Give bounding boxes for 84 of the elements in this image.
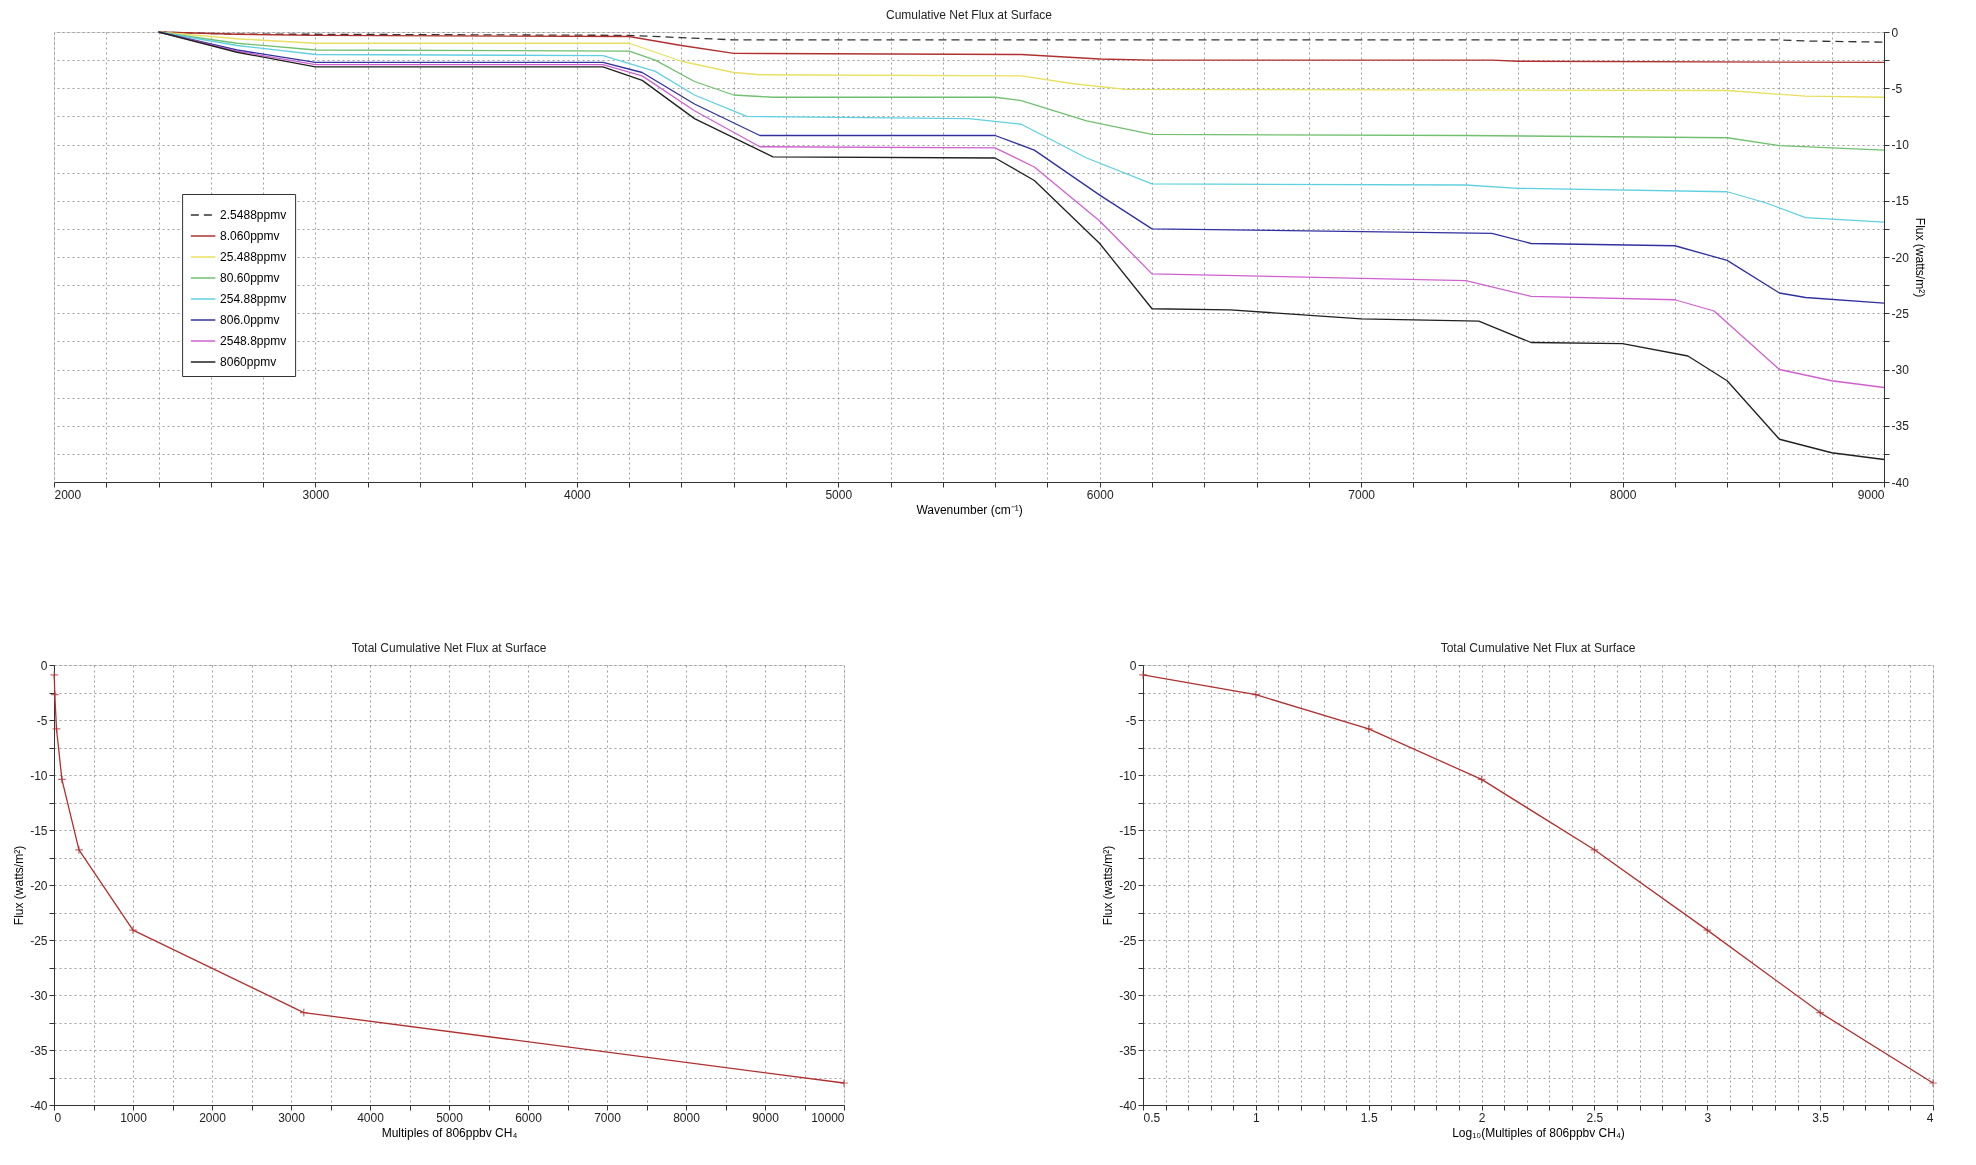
point xyxy=(1702,925,1712,935)
line-series xyxy=(157,31,1885,461)
y-tick-label: -20 xyxy=(30,878,48,893)
x-tick-label: 3000 xyxy=(302,487,330,502)
point xyxy=(1138,670,1148,680)
x-axis-title: Wavenumber (cm⁻¹) xyxy=(916,502,1023,517)
legend-label: 25.488ppmv xyxy=(220,250,287,264)
legend-label: 8060ppmv xyxy=(220,355,277,369)
point xyxy=(74,845,84,855)
y2-tick-label: -30 xyxy=(1891,363,1910,377)
x-tick-label: 3 xyxy=(1704,1110,1712,1125)
x-tick-label: 6000 xyxy=(515,1110,543,1125)
x-tick-label: 7000 xyxy=(594,1110,622,1125)
point xyxy=(49,670,59,680)
y2-tick-label: -20 xyxy=(1891,250,1910,265)
chart-title: Total Cumulative Net Flux at Surface xyxy=(351,641,547,655)
legend-label: 2548.8ppmv xyxy=(220,334,287,348)
x-tick-label: 2000 xyxy=(54,487,82,502)
y-tick-label: -40 xyxy=(30,1098,48,1113)
x-tick-label: 2 xyxy=(1478,1110,1486,1125)
point xyxy=(839,1078,849,1088)
x-tick-label: 1000 xyxy=(120,1110,148,1125)
y-tick-label: -35 xyxy=(30,1043,48,1058)
y-axis-title: Flux (watts/m²) xyxy=(12,845,27,926)
x-tick-label: 9000 xyxy=(1857,487,1885,502)
y-tick-label: -25 xyxy=(30,933,48,948)
y2-tick-label: 0 xyxy=(1891,25,1899,40)
chart-title: Total Cumulative Net Flux at Surface xyxy=(1440,641,1636,655)
y-tick-label: -35 xyxy=(1119,1043,1137,1058)
line-series xyxy=(157,31,1885,151)
x-tick-label: 5000 xyxy=(436,1110,464,1125)
x-tick-label: 0 xyxy=(54,1110,62,1125)
point xyxy=(1251,690,1261,700)
legend-label: 254.88ppmv xyxy=(220,292,287,306)
x-tick-label: 0.5 xyxy=(1143,1110,1161,1125)
x-tick-label: 2.5 xyxy=(1586,1110,1604,1125)
y-tick-label: -10 xyxy=(1119,768,1137,783)
y-axis-title: Flux (watts/m²) xyxy=(1101,845,1116,926)
y-tick-label: -15 xyxy=(1119,823,1137,838)
y-tick-label: -10 xyxy=(30,768,48,783)
x-tick-label: 1.5 xyxy=(1360,1110,1378,1125)
y-tick-label: -5 xyxy=(36,713,48,728)
x-tick-label: 7000 xyxy=(1348,487,1376,502)
x-tick-label: 2000 xyxy=(199,1110,227,1125)
x-tick-label: 3.5 xyxy=(1812,1110,1830,1125)
x-tick-label: 4000 xyxy=(357,1110,385,1125)
y-tick-label: -25 xyxy=(1119,933,1137,948)
chart-title: Cumulative Net Flux at Surface xyxy=(885,8,1053,22)
y2-tick-label: -5 xyxy=(1891,81,1903,96)
x-axis-title: Multiples of 806ppbv CH₄ xyxy=(381,1125,518,1140)
y-tick-label: 0 xyxy=(1129,658,1137,673)
x-tick-label: 8000 xyxy=(673,1110,701,1125)
y2-tick-label: -10 xyxy=(1891,138,1910,152)
legend-label: 8.060ppmv xyxy=(220,229,280,243)
y2-axis-title: Flux (watts/m²) xyxy=(1912,217,1927,298)
legend-label: 80.60ppmv xyxy=(220,271,280,285)
y-tick-label: -20 xyxy=(1119,878,1137,893)
y2-tick-label: -40 xyxy=(1891,475,1910,490)
y-tick-label: -5 xyxy=(1125,713,1137,728)
line-series xyxy=(157,31,1885,64)
y2-tick-label: -35 xyxy=(1891,419,1910,434)
x-tick-label: 9000 xyxy=(752,1110,780,1125)
y-tick-label: -30 xyxy=(30,988,48,1003)
x-tick-label: 3000 xyxy=(278,1110,306,1125)
y2-tick-label: -15 xyxy=(1891,194,1910,209)
x-tick-label: 4000 xyxy=(564,487,592,502)
y-tick-label: -30 xyxy=(1119,988,1137,1003)
y-tick-label: -15 xyxy=(30,823,48,838)
x-tick-label: 5000 xyxy=(825,487,853,502)
legend-label: 806.0ppmv xyxy=(220,313,280,327)
x-tick-label: 1 xyxy=(1253,1110,1261,1125)
x-axis-title: Log₁₀(Multiples of 806ppbv CH₄) xyxy=(1452,1125,1625,1140)
x-tick-label: 8000 xyxy=(1609,487,1637,502)
legend-label: 2.5488ppmv xyxy=(220,208,287,222)
point xyxy=(1928,1078,1938,1088)
point xyxy=(128,925,138,935)
x-tick-label: 10000 xyxy=(811,1110,845,1125)
y2-tick-label: -25 xyxy=(1891,306,1910,321)
y-tick-label: -40 xyxy=(1119,1098,1137,1113)
point xyxy=(1815,1008,1825,1018)
x-tick-label: 4 xyxy=(1926,1110,1934,1125)
y-tick-label: 0 xyxy=(40,658,48,673)
x-tick-label: 6000 xyxy=(1086,487,1114,502)
point xyxy=(57,774,67,784)
